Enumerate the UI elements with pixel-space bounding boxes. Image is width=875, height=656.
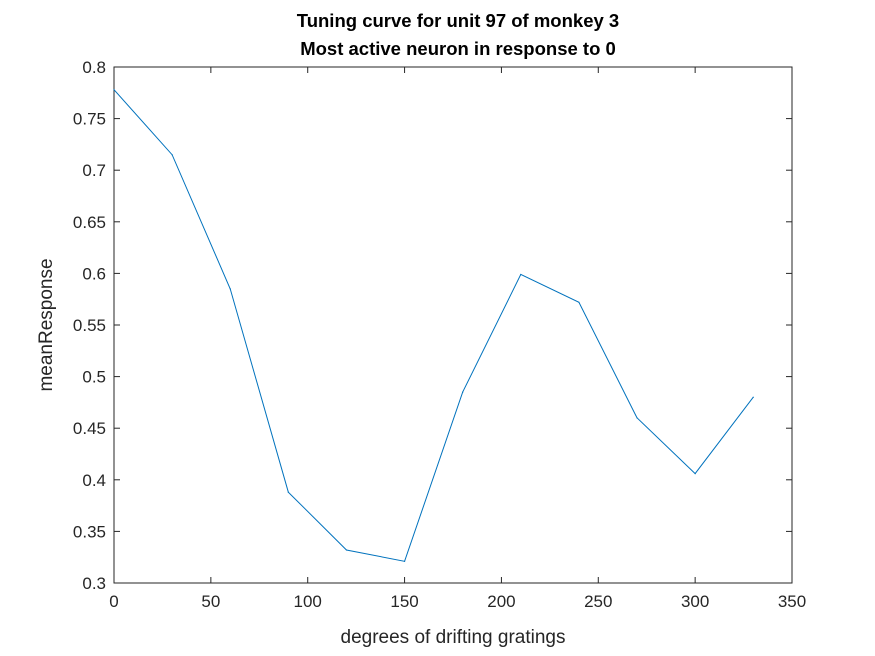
y-tick-label: 0.45 xyxy=(73,419,106,438)
x-axis-label: degrees of drifting gratings xyxy=(341,627,566,648)
x-tick-label: 50 xyxy=(201,592,220,611)
data-point xyxy=(694,473,696,475)
y-tick-label: 0.65 xyxy=(73,213,106,232)
x-tick-label: 300 xyxy=(681,592,709,611)
data-point xyxy=(403,560,406,562)
y-tick-label: 0.5 xyxy=(82,368,106,387)
data-point xyxy=(752,396,754,398)
y-axis-ticks: 0.3 0.35 0.4 0.45 0.5 0.55 0.6 0.65 0.7 0.75 0.8 xyxy=(73,58,792,593)
x-tick-label: 0 xyxy=(109,592,118,611)
data-point xyxy=(113,89,115,91)
y-tick-label: 0.4 xyxy=(82,471,106,490)
y-tick-label: 0.75 xyxy=(73,110,106,129)
data-point xyxy=(520,273,522,276)
chart-title: Tuning curve for unit 97 of monkey 3 xyxy=(297,10,619,31)
y-tick-label: 0.35 xyxy=(73,522,106,541)
y-tick-label: 0.8 xyxy=(82,58,106,77)
data-points xyxy=(113,89,754,562)
x-tick-label: 350 xyxy=(778,592,806,611)
data-point xyxy=(229,288,231,290)
x-tick-label: 100 xyxy=(294,592,322,611)
x-tick-label: 250 xyxy=(584,592,612,611)
data-point xyxy=(462,391,464,393)
x-tick-label: 200 xyxy=(487,592,515,611)
y-tick-label: 0.3 xyxy=(82,574,106,593)
data-point xyxy=(578,301,580,303)
y-tick-label: 0.55 xyxy=(73,316,106,335)
data-point xyxy=(171,154,173,156)
chart-subtitle: Most active neuron in response to 0 xyxy=(300,38,616,59)
y-tick-label: 0.6 xyxy=(82,264,106,283)
plot-area xyxy=(113,66,793,584)
data-point xyxy=(636,417,638,419)
data-point xyxy=(345,549,348,551)
y-tick-label: 0.7 xyxy=(82,161,106,180)
x-tick-label: 150 xyxy=(390,592,418,611)
data-point xyxy=(287,491,289,493)
y-axis-label: meanResponse xyxy=(36,258,57,391)
x-axis-ticks: 0 50 100 150 200 250 300 350 xyxy=(109,67,806,611)
series-line xyxy=(113,89,754,562)
